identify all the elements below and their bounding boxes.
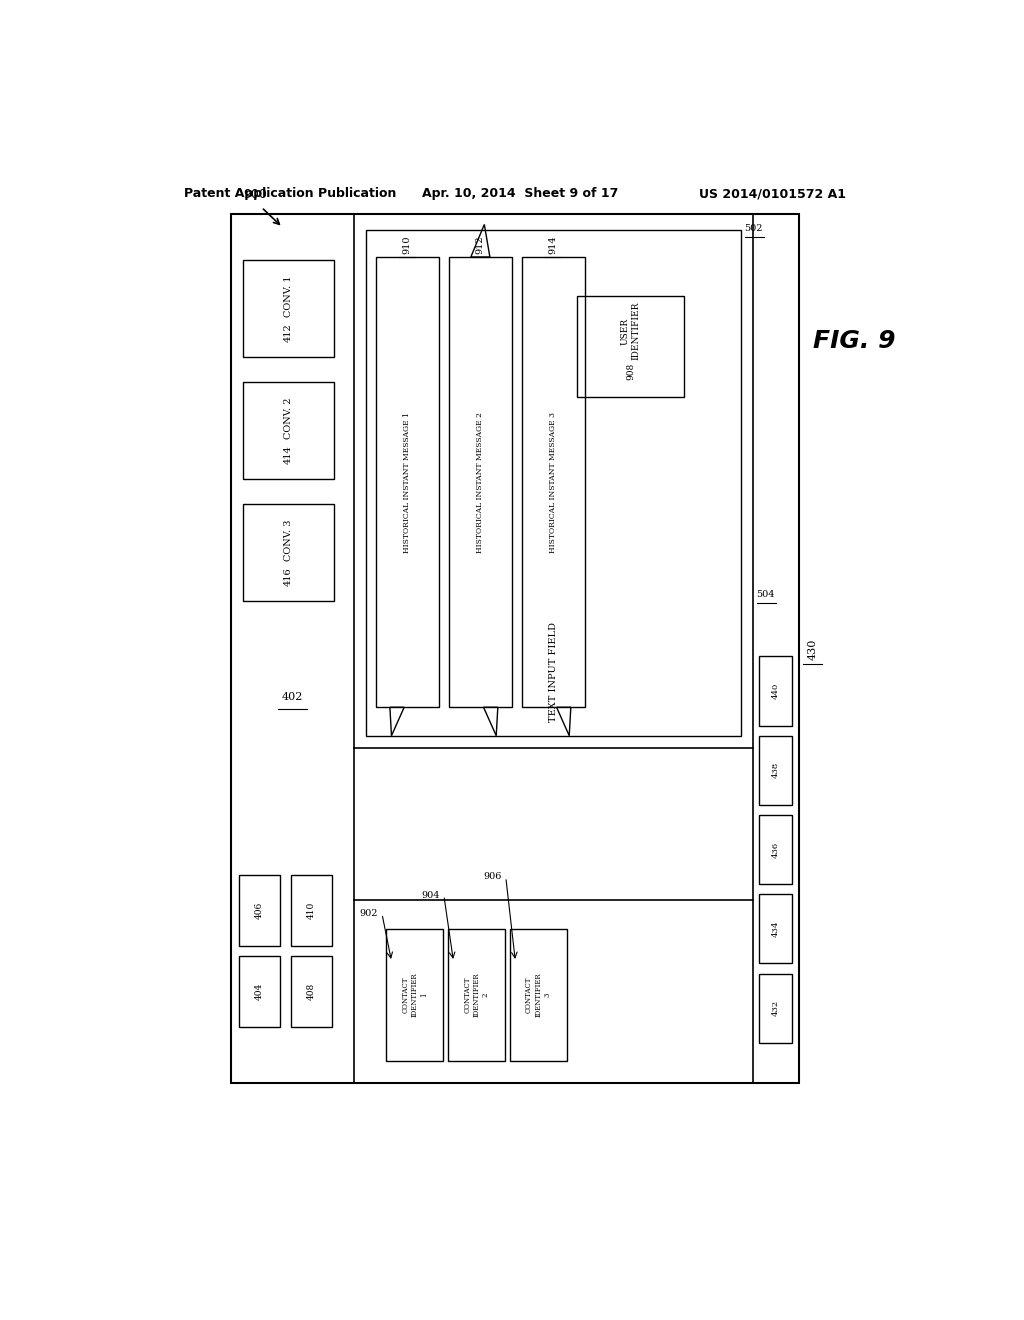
Bar — [291, 956, 332, 1027]
Text: 900: 900 — [243, 187, 267, 201]
Text: 412: 412 — [285, 323, 293, 342]
Text: 404: 404 — [255, 983, 264, 1001]
Text: CONV. 3: CONV. 3 — [285, 520, 293, 561]
Text: Patent Application Publication: Patent Application Publication — [183, 187, 396, 201]
Bar — [243, 381, 334, 479]
Text: 910: 910 — [402, 235, 412, 253]
Text: CONTACT
IDENTIFIER
1: CONTACT IDENTIFIER 1 — [401, 973, 428, 1018]
Text: 440: 440 — [771, 682, 779, 700]
Text: 432: 432 — [771, 1001, 779, 1016]
Text: HISTORICAL INSTANT MESSAGE 1: HISTORICAL INSTANT MESSAGE 1 — [403, 412, 412, 553]
Text: 502: 502 — [744, 224, 763, 234]
Text: 410: 410 — [307, 902, 315, 919]
Bar — [240, 956, 281, 1027]
Text: 436: 436 — [771, 841, 779, 858]
Text: HISTORICAL INSTANT MESSAGE 2: HISTORICAL INSTANT MESSAGE 2 — [476, 412, 484, 553]
Bar — [759, 814, 793, 884]
Bar — [449, 257, 512, 708]
Text: HISTORICAL INSTANT MESSAGE 3: HISTORICAL INSTANT MESSAGE 3 — [549, 412, 557, 553]
Bar — [759, 735, 793, 805]
Text: 902: 902 — [359, 909, 378, 919]
Text: 908: 908 — [627, 363, 635, 380]
Bar — [759, 974, 793, 1043]
Bar — [291, 875, 332, 946]
Bar — [367, 230, 740, 735]
Text: 414: 414 — [285, 445, 293, 463]
Bar — [243, 260, 334, 356]
Text: 914: 914 — [549, 235, 558, 255]
Text: 504: 504 — [757, 590, 775, 599]
Bar — [243, 504, 334, 601]
Text: TEXT INPUT FIELD: TEXT INPUT FIELD — [549, 622, 558, 722]
Text: FIG. 9: FIG. 9 — [813, 330, 895, 354]
Text: CONTACT
IDENTIFIER
2: CONTACT IDENTIFIER 2 — [463, 973, 489, 1018]
Text: 906: 906 — [483, 873, 502, 882]
Bar — [231, 214, 799, 1084]
Text: US 2014/0101572 A1: US 2014/0101572 A1 — [699, 187, 847, 201]
Text: Apr. 10, 2014  Sheet 9 of 17: Apr. 10, 2014 Sheet 9 of 17 — [422, 187, 618, 201]
Bar — [386, 929, 443, 1061]
Text: 408: 408 — [307, 983, 315, 1001]
Text: 904: 904 — [422, 891, 440, 900]
Text: 912: 912 — [476, 235, 484, 255]
Bar — [447, 929, 505, 1061]
Text: CONV. 1: CONV. 1 — [285, 276, 293, 318]
Bar — [521, 257, 585, 708]
Text: CONV. 2: CONV. 2 — [285, 397, 293, 440]
Bar — [510, 929, 567, 1061]
Text: USER
IDENTIFIER: USER IDENTIFIER — [621, 302, 640, 360]
Text: 416: 416 — [285, 568, 293, 586]
Text: 406: 406 — [255, 902, 264, 919]
Text: 438: 438 — [771, 762, 779, 779]
Bar — [240, 875, 281, 946]
Text: 434: 434 — [771, 920, 779, 937]
Bar — [376, 257, 439, 708]
Bar — [759, 894, 793, 964]
Text: 402: 402 — [282, 692, 303, 702]
Text: 430: 430 — [808, 638, 818, 660]
Text: CONTACT
IDENTIFIER
3: CONTACT IDENTIFIER 3 — [525, 973, 552, 1018]
Bar — [759, 656, 793, 726]
Bar — [578, 296, 684, 397]
